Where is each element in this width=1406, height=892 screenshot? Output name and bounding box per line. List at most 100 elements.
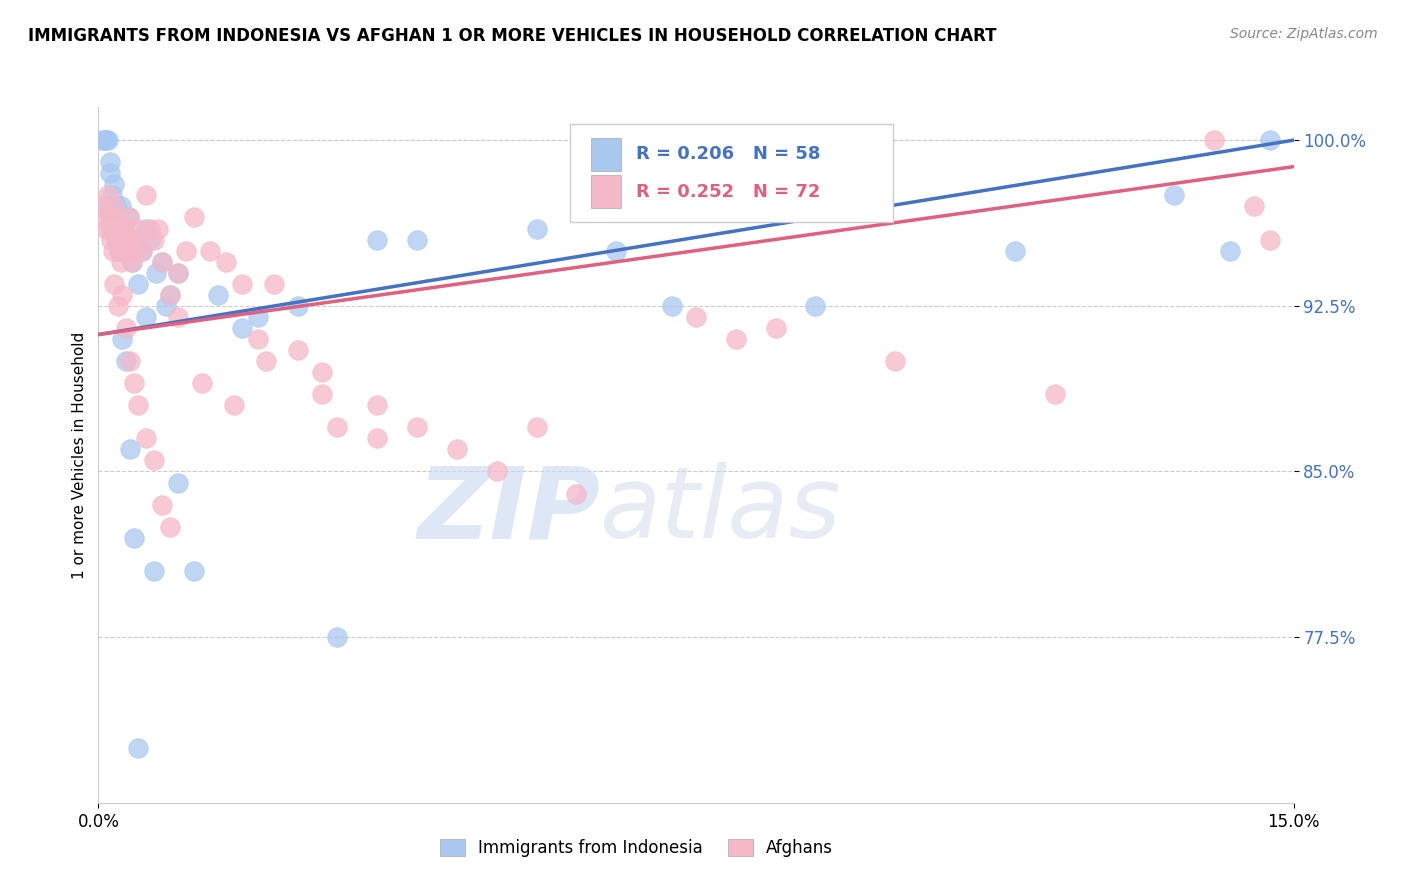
Point [159,287,181,301]
Point [326,420,349,434]
Point [107,211,129,225]
Point [246,332,269,346]
Point [167,266,190,280]
Point [526,221,548,235]
Point [1004,244,1026,258]
Point [110,199,132,213]
Point [120,233,142,247]
Point [97,188,120,202]
Point [115,244,138,258]
Point [406,233,429,247]
Point [127,233,149,247]
Point [446,442,468,457]
Point [107,233,129,247]
Point [94,133,117,147]
Point [98,155,121,169]
Point [108,244,131,258]
Point [104,233,127,247]
Text: Source: ZipAtlas.com: Source: ZipAtlas.com [1230,27,1378,41]
Point [246,310,269,324]
Text: ZIP: ZIP [418,462,600,559]
Point [115,354,138,368]
Point [150,254,173,268]
Point [145,266,167,280]
FancyBboxPatch shape [591,137,620,171]
Point [112,233,135,247]
Point [98,211,121,225]
Point [98,166,122,180]
Text: R = 0.206   N = 58: R = 0.206 N = 58 [636,145,821,163]
Point [605,244,627,258]
Point [111,221,134,235]
Point [107,221,129,235]
Point [91,133,114,147]
Point [366,233,388,247]
Point [222,398,245,412]
Point [143,233,166,247]
Point [765,321,787,335]
Point [135,431,157,445]
Point [91,199,114,213]
Point [98,221,122,235]
Point [254,354,277,368]
Point [97,133,120,147]
Point [311,387,333,401]
Point [98,211,122,225]
Point [120,442,142,457]
Point [263,277,285,291]
Point [127,277,149,291]
Point [167,475,190,490]
Point [118,211,141,225]
Point [107,299,129,313]
Point [118,211,141,225]
Point [121,254,143,268]
Point [287,343,309,357]
Point [127,398,149,412]
Point [1243,199,1265,213]
Point [143,564,166,578]
Point [107,211,129,225]
Point [167,310,190,324]
Point [124,233,146,247]
Point [135,188,157,202]
Point [685,310,707,324]
Point [131,244,153,258]
Point [96,221,118,235]
Point [150,254,173,268]
Point [485,465,508,479]
Point [191,376,214,391]
Text: atlas: atlas [600,462,842,559]
Point [115,321,138,335]
Point [159,519,181,533]
Point [804,299,827,313]
Point [111,233,134,247]
Point [183,211,205,225]
Point [150,498,173,512]
Point [1202,133,1225,147]
Point [103,199,125,213]
Text: IMMIGRANTS FROM INDONESIA VS AFGHAN 1 OR MORE VEHICLES IN HOUSEHOLD CORRELATION : IMMIGRANTS FROM INDONESIA VS AFGHAN 1 OR… [28,27,997,45]
Point [167,266,190,280]
Point [139,233,162,247]
Point [94,211,117,225]
Y-axis label: 1 or more Vehicles in Household: 1 or more Vehicles in Household [72,331,87,579]
Point [96,133,118,147]
Point [1163,188,1185,202]
Point [108,244,131,258]
Point [724,332,747,346]
Point [1258,133,1281,147]
Point [124,244,146,258]
Point [155,299,177,313]
Point [135,310,157,324]
Point [366,398,388,412]
Point [97,199,120,213]
Point [112,221,135,235]
Point [884,354,907,368]
Point [104,221,127,235]
Point [207,287,229,301]
Point [111,332,134,346]
Point [100,233,122,247]
Point [1219,244,1241,258]
Point [1043,387,1066,401]
Text: R = 0.252   N = 72: R = 0.252 N = 72 [636,183,821,201]
